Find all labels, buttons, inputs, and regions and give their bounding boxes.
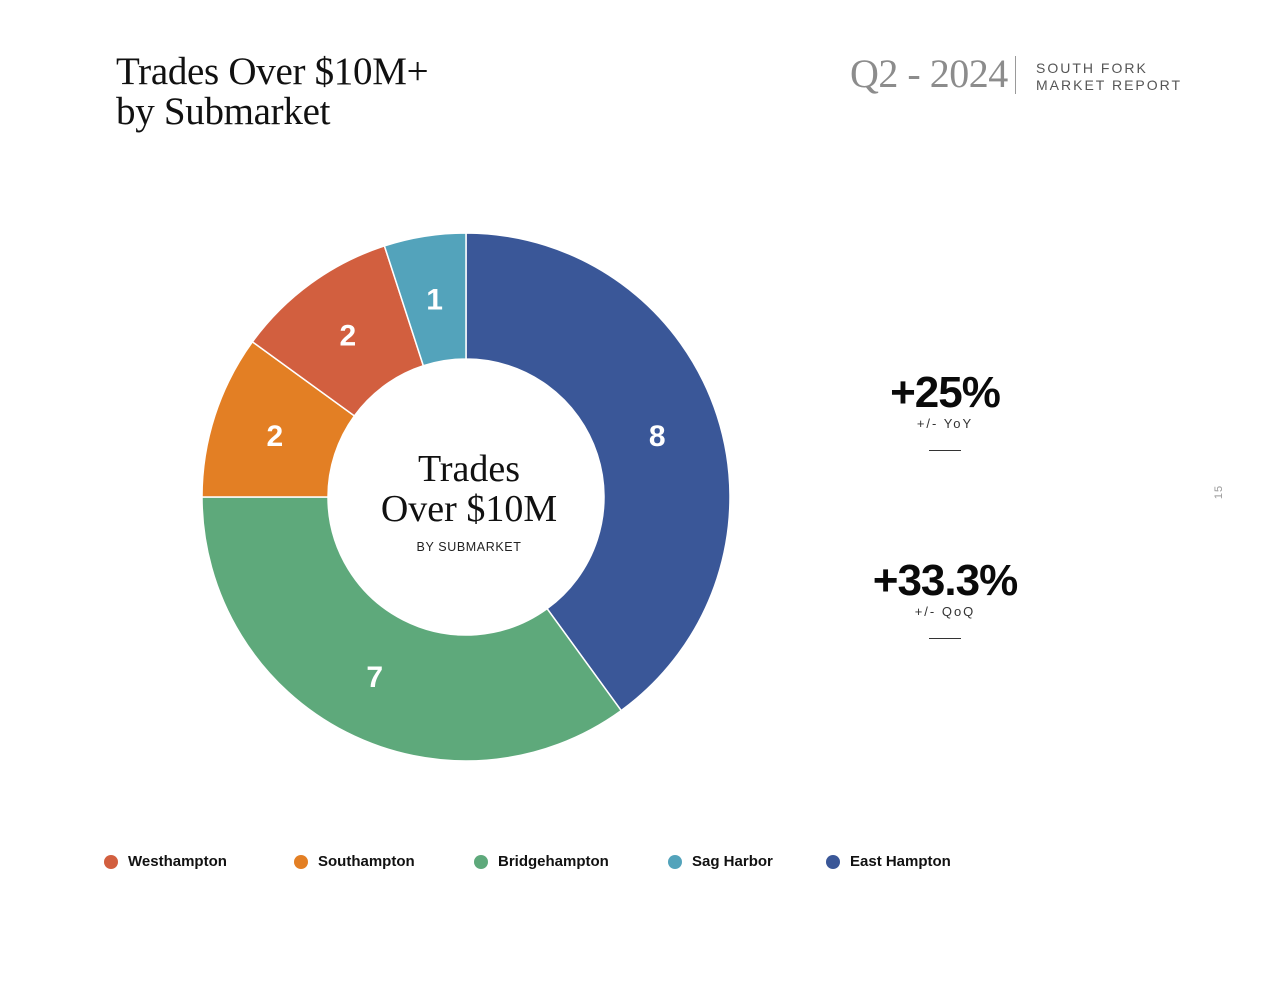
stat-qoq: +33.3% +/- QoQ [835, 558, 1055, 639]
slice-label-southampton: 2 [266, 420, 283, 453]
slice-label-westhampton: 2 [340, 319, 357, 352]
slice-sag-harbor [383, 232, 467, 367]
stat-yoy-value: +25% [890, 368, 1001, 417]
legend-label-westhampton: Westhampton [128, 853, 227, 870]
report-quarter: Q2 - 2024 [850, 51, 1008, 96]
legend-dot-westhampton [104, 854, 118, 869]
slice-east-hampton [465, 232, 731, 712]
page-title: Trades Over $10M+ by Submarket [116, 50, 429, 133]
report-name: SOUTH FORK MARKET REPORT [1036, 60, 1182, 94]
legend-item-sag-harbor: Sag Harbor [668, 853, 773, 870]
page-title-line-1: Trades Over $10M+ [116, 50, 429, 93]
donut-slice-labels: 8 7 2 2 1 [266, 283, 665, 694]
slice-label-sag-harbor: 1 [426, 283, 443, 316]
donut-center-subtitle: BY SUBMARKET [417, 540, 522, 554]
header-divider [1015, 56, 1016, 94]
stat-qoq-label: +/- QoQ [914, 604, 976, 619]
legend-item-east-hampton: East Hampton [826, 853, 951, 870]
legend-item-southampton: Southampton [294, 853, 415, 870]
legend-item-bridgehampton: Bridgehampton [474, 853, 609, 870]
page-number: 15 [1213, 484, 1226, 500]
legend-label-southampton: Southampton [318, 853, 415, 870]
legend-dot-east-hampton [826, 854, 840, 869]
stat-yoy: +25% +/- YoY [835, 370, 1055, 451]
report-name-line-2: MARKET REPORT [1036, 77, 1183, 93]
stat-yoy-rule [929, 450, 961, 451]
stat-yoy-label: +/- YoY [916, 416, 974, 431]
slice-label-east-hampton: 8 [649, 420, 666, 453]
stat-qoq-rule [929, 638, 961, 639]
legend-dot-southampton [294, 854, 308, 869]
slice-bridgehampton [201, 496, 623, 762]
donut-center-title-line-1: Trades [418, 448, 520, 490]
legend-item-westhampton: Westhampton [104, 853, 227, 870]
legend-dot-sag-harbor [668, 854, 682, 869]
legend-dot-bridgehampton [474, 854, 488, 869]
donut-center-title-line-2: Over $10M [381, 488, 557, 530]
slice-label-bridgehampton: 7 [366, 661, 383, 694]
legend-label-sag-harbor: Sag Harbor [692, 853, 773, 870]
page-title-line-2: by Submarket [116, 90, 331, 133]
legend-label-bridgehampton: Bridgehampton [498, 853, 609, 870]
donut-slices [201, 232, 731, 762]
report-name-line-1: SOUTH FORK [1036, 60, 1148, 76]
stat-qoq-value: +33.3% [872, 556, 1018, 605]
legend-label-east-hampton: East Hampton [850, 853, 951, 870]
